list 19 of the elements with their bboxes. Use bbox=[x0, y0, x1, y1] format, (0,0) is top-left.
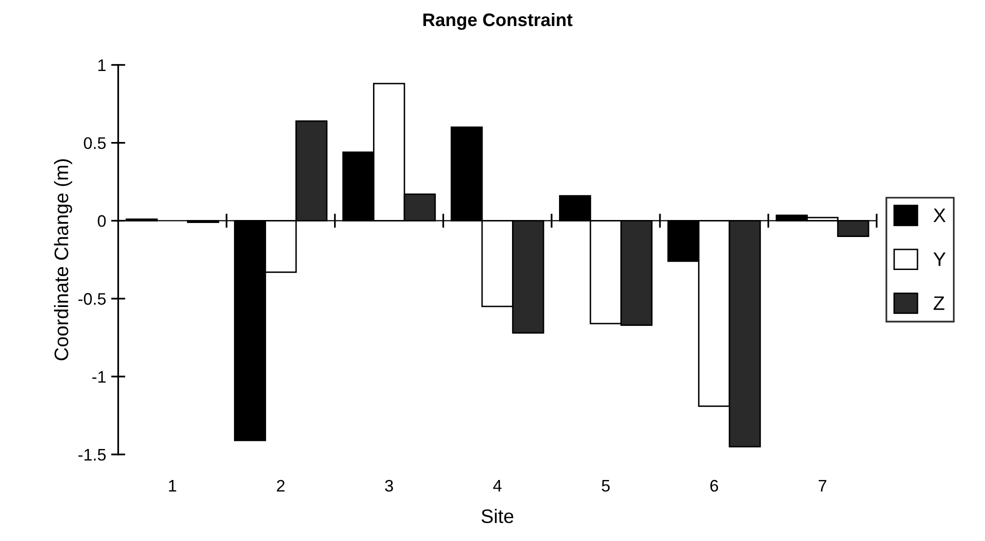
chart-title: Range Constraint bbox=[423, 12, 572, 30]
x-tick-label: 5 bbox=[602, 480, 610, 492]
x-tick-label: 4 bbox=[493, 480, 502, 492]
legend-label: Y bbox=[933, 252, 946, 266]
y-axis-title: Coordinate Change (m) bbox=[54, 159, 72, 360]
x-tick-label: 6 bbox=[710, 480, 718, 492]
x-axis-title: Site bbox=[482, 508, 514, 524]
x-tick-label: 7 bbox=[818, 480, 826, 492]
x-tick-label: 3 bbox=[385, 480, 393, 492]
x-tick-label: 2 bbox=[276, 480, 285, 492]
y-tick-label: 1 bbox=[98, 59, 106, 71]
y-tick-label: -1 bbox=[92, 371, 106, 383]
y-tick-label: -1.5 bbox=[78, 449, 106, 461]
x-tick-label: 1 bbox=[169, 480, 176, 492]
y-tick-label: 0.5 bbox=[84, 137, 106, 150]
y-tick-label: -0.5 bbox=[78, 293, 106, 305]
legend-label: X bbox=[933, 208, 946, 222]
legend-label: Z bbox=[934, 296, 944, 310]
y-tick-label: 0 bbox=[98, 215, 106, 227]
